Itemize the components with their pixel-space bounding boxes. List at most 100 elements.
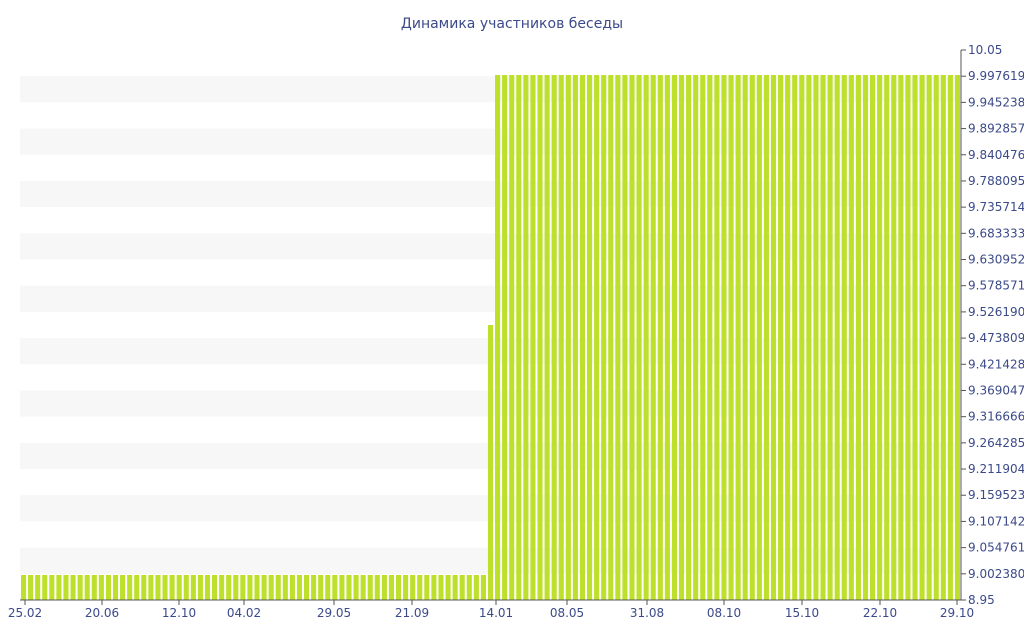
bar — [523, 75, 529, 600]
bar — [219, 575, 225, 600]
bar — [785, 75, 791, 600]
bar — [622, 75, 628, 600]
bar — [282, 575, 288, 600]
grid-band — [20, 128, 961, 155]
bar — [629, 75, 635, 600]
y-tick-label: 9.578571 — [968, 279, 1024, 293]
bar — [353, 575, 359, 600]
bar — [63, 575, 69, 600]
bar — [834, 75, 840, 600]
bar — [49, 575, 55, 600]
bar — [742, 75, 748, 600]
bar — [417, 575, 423, 600]
bar — [212, 575, 218, 600]
bar — [127, 575, 133, 600]
bar — [318, 575, 324, 600]
y-tick-label: 9.788095 — [968, 174, 1024, 188]
bar — [240, 575, 246, 600]
bar — [296, 575, 303, 600]
x-tick-label: 29.05 — [317, 606, 351, 620]
y-tick-label: 9.630952 — [968, 253, 1024, 267]
bar — [84, 575, 90, 600]
bar — [395, 575, 402, 600]
x-tick-label: 21.09 — [395, 606, 429, 620]
bar — [940, 75, 946, 600]
y-tick-label: 9.002380 — [968, 567, 1024, 581]
bar — [898, 75, 904, 600]
bar — [183, 575, 189, 600]
bar — [473, 575, 479, 600]
bar — [778, 75, 784, 600]
bar — [572, 75, 578, 600]
y-tick-label: 9.892857 — [968, 122, 1024, 136]
bar — [601, 75, 607, 600]
y-tick-label: 9.107142 — [968, 514, 1024, 528]
x-tick-label: 12.10 — [162, 606, 196, 620]
y-tick-label: 9.369047 — [968, 383, 1024, 397]
bar — [70, 575, 76, 600]
bar — [912, 75, 918, 600]
bar — [509, 75, 515, 600]
bar — [268, 575, 274, 600]
bar — [813, 75, 819, 600]
bar — [537, 75, 543, 600]
bar-series — [20, 75, 961, 600]
y-tick-label: 9.264285 — [968, 436, 1024, 450]
x-tick-label: 08.10 — [707, 606, 741, 620]
bar — [459, 575, 465, 600]
bar — [700, 75, 706, 600]
bar — [487, 325, 494, 600]
grid-band — [20, 76, 961, 103]
bar — [254, 575, 260, 600]
bar — [827, 75, 833, 600]
y-tick-label: 9.997619 — [968, 69, 1024, 83]
bar — [848, 75, 854, 600]
bar — [120, 575, 126, 600]
bar — [226, 575, 232, 600]
bar — [565, 75, 571, 600]
x-tick-label: 08.05 — [550, 606, 584, 620]
bar — [169, 575, 175, 600]
bar — [495, 75, 501, 600]
bar — [289, 575, 295, 600]
y-tick-label: 9.683333 — [968, 226, 1024, 240]
bar — [792, 75, 798, 600]
bar — [558, 75, 564, 600]
x-tick-label: 25.02 — [8, 606, 42, 620]
y-tick-label: 8.95 — [968, 593, 995, 607]
bar — [870, 75, 876, 600]
bar — [91, 575, 97, 600]
bar — [926, 75, 932, 600]
bar — [608, 75, 614, 600]
bar — [884, 75, 890, 600]
bar — [311, 575, 317, 600]
chart-title: Динамика участников беседы — [401, 16, 623, 32]
bar — [664, 75, 670, 600]
bar — [686, 75, 692, 600]
x-tick-label: 22.10 — [863, 606, 897, 620]
bar — [855, 75, 861, 600]
y-tick-label: 9.054761 — [968, 541, 1024, 555]
bar — [35, 575, 41, 600]
y-axis: 10.05 9.997619 9.945238 9.892857 9.840476 9.7… — [960, 43, 1024, 607]
bar — [134, 575, 140, 600]
bar — [947, 75, 953, 600]
bar — [693, 75, 699, 600]
y-tick-label: 9.316666 — [968, 410, 1024, 424]
y-tick-label: 9.526190 — [968, 305, 1024, 319]
bar — [905, 75, 911, 600]
bar — [346, 575, 352, 600]
bar — [650, 75, 656, 600]
bar — [728, 75, 734, 600]
bar — [919, 75, 925, 600]
bar — [403, 575, 409, 600]
bar — [112, 575, 119, 600]
x-tick-label: 20.06 — [85, 606, 119, 620]
y-tick-label: 9.840476 — [968, 148, 1024, 162]
bar — [530, 75, 536, 600]
bar — [735, 75, 741, 600]
bar — [671, 75, 677, 600]
bar — [452, 575, 458, 600]
bar — [197, 575, 203, 600]
bar — [261, 575, 267, 600]
